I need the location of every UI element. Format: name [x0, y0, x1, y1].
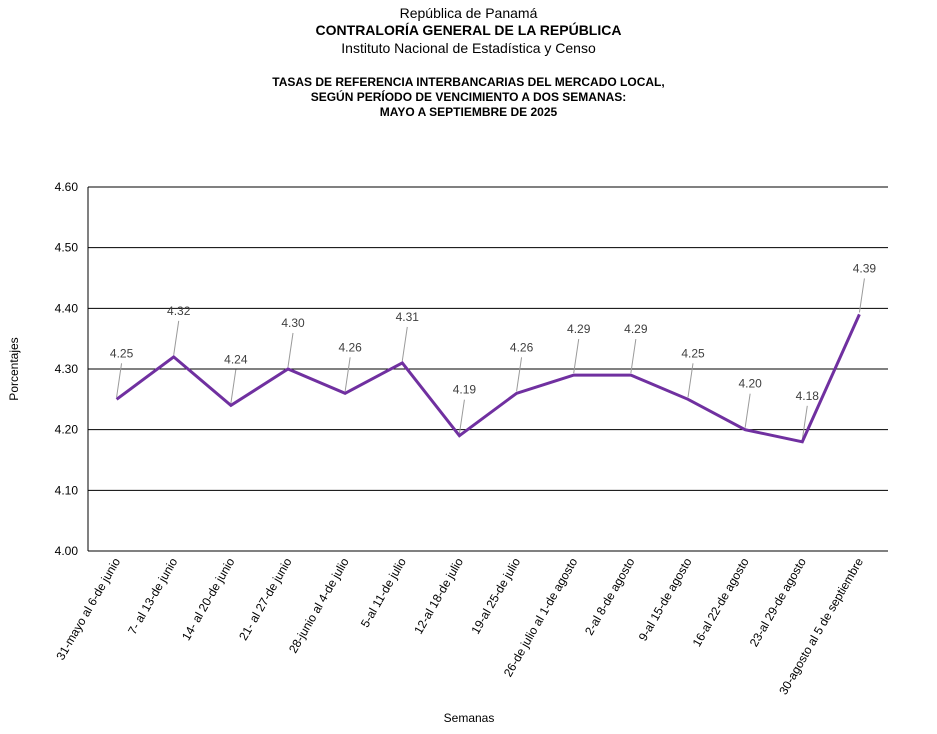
y-tick-label: 4.30 — [55, 362, 79, 376]
y-tick-label: 4.00 — [55, 544, 79, 558]
data-label-leader — [744, 393, 751, 428]
data-label: 4.29 — [624, 322, 648, 336]
y-tick-label: 4.40 — [55, 301, 79, 315]
data-label-leader — [173, 320, 180, 355]
data-label-leader — [344, 357, 351, 392]
data-label-leader — [687, 363, 694, 398]
data-labels: 4.25 4.32 4.24 4.30 4.26 4.31 4.19 4.26 4.29 4.29… — [110, 261, 877, 402]
y-tick-label: 4.20 — [55, 423, 79, 437]
data-label-leader — [401, 326, 408, 362]
x-tick-label: 2-al 8-de agosto — [582, 555, 638, 637]
x-axis-label: Semanas — [444, 711, 495, 725]
institute-name: Instituto Nacional de Estadística y Cens… — [341, 40, 596, 56]
data-label-leader — [287, 332, 294, 368]
data-label: 4.26 — [338, 340, 362, 354]
data-label: 4.26 — [510, 340, 534, 354]
y-axis-label: Porcentajes — [7, 337, 21, 400]
data-label: 4.32 — [167, 304, 191, 318]
data-label: 4.18 — [796, 389, 820, 403]
y-tick-label: 4.10 — [55, 483, 79, 497]
x-tick-label: 9-al 15-de agosto — [636, 555, 695, 643]
label-leader-lines — [116, 278, 865, 440]
data-label: 4.39 — [853, 261, 877, 275]
data-label-leader — [630, 338, 637, 374]
data-label: 4.19 — [453, 383, 477, 397]
data-label: 4.25 — [681, 346, 705, 360]
data-label-leader — [116, 363, 123, 398]
country-name: República de Panamá — [399, 5, 538, 21]
chart-title-line-2: SEGÚN PERÍODO DE VENCIMIENTO A DOS SEMAN… — [310, 90, 627, 104]
y-tick-label: 4.60 — [55, 180, 79, 194]
x-tick-label: 23-al 29-de agosto — [747, 555, 809, 649]
data-label: 4.29 — [567, 322, 591, 336]
x-tick-label: 19-al 25-de julio — [468, 555, 523, 636]
x-tick-label: 16-al 22-de agosto — [690, 555, 752, 649]
data-label: 4.24 — [224, 352, 248, 366]
x-tick-label: 5-al 11-de julio — [358, 555, 409, 630]
gridlines — [87, 186, 888, 552]
data-label: 4.31 — [396, 310, 420, 324]
data-label-leader — [230, 369, 237, 404]
y-axis-ticks: 4.00 4.10 4.20 4.30 4.40 4.50 4.60 — [55, 180, 79, 558]
x-tick-label: 14- al 20-de junio — [179, 555, 238, 643]
x-tick-label: 28-junio al 4-de julio — [286, 555, 352, 655]
x-tick-label: 12-al 18-de julio — [411, 555, 466, 636]
x-axis-ticks: 31-mayo al 6-de junio 7- al 13-de junio14… — [53, 555, 866, 697]
data-label: 4.30 — [281, 316, 305, 330]
data-label-leader — [858, 278, 865, 313]
x-tick-label: 7- al 13-de junio — [125, 555, 180, 637]
data-label-leader — [458, 399, 465, 434]
organization-name: CONTRALORÍA GENERAL DE LA REPÚBLICA — [315, 22, 622, 38]
x-tick-label: 31-mayo al 6-de junio — [53, 555, 123, 662]
series-line — [115, 313, 861, 444]
y-tick-label: 4.50 — [55, 241, 79, 255]
chart-title-line-3: MAYO A SEPTIEMBRE DE 2025 — [379, 105, 558, 119]
data-label-leader — [573, 338, 580, 374]
data-label-leader — [516, 357, 523, 392]
series-line-group — [115, 313, 861, 444]
chart-title-line-1: TASAS DE REFERENCIA INTERBANCARIAS DEL M… — [272, 75, 665, 89]
data-label: 4.20 — [738, 377, 762, 391]
x-tick-label: 21- al 27-de junio — [236, 555, 295, 643]
data-label: 4.25 — [110, 346, 134, 360]
data-label-leader — [801, 405, 808, 440]
